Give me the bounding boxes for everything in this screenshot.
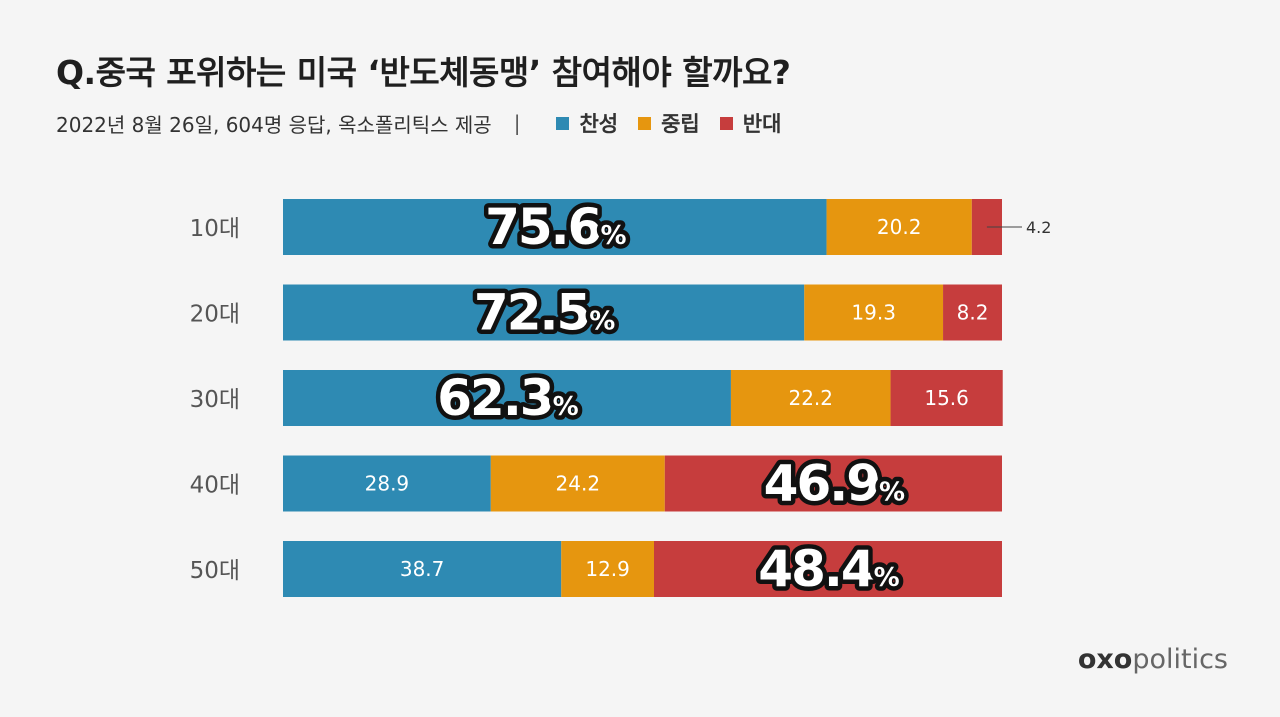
bar-segment-agree	[283, 199, 827, 255]
legend-label-agree: 찬성	[579, 112, 619, 136]
data-label-outside: 4.2	[1026, 218, 1051, 237]
subtitle-divider: |	[513, 111, 521, 135]
bar-segment-agree	[283, 370, 731, 426]
data-label: 19.3	[851, 301, 896, 325]
data-label: 28.9	[365, 472, 410, 496]
category-label: 20대	[190, 302, 240, 328]
bar-segment-neutral	[804, 284, 944, 341]
legend-label-neutral: 중립	[661, 112, 700, 136]
percent-suffix: %	[553, 392, 579, 422]
percent-suffix: %	[589, 307, 615, 337]
category-label: 30대	[190, 387, 240, 413]
bar-segment-agree	[283, 284, 805, 341]
legend-label-oppose: 반대	[742, 112, 782, 136]
bar-segment-neutral	[730, 370, 891, 426]
data-label: 24.2	[556, 472, 601, 496]
bar-segment-oppose	[664, 455, 1002, 512]
legend-item-oppose: 반대	[719, 108, 782, 138]
data-label: 12.9	[585, 557, 630, 581]
bar-segment-agree	[283, 455, 491, 512]
brand-logo-light: politics	[1132, 644, 1228, 675]
chart-subtitle: 2022년 8월 26일, 604명 응답, 옥소폴리틱스 제공	[56, 112, 492, 137]
brand-logo-bold: oxo	[1077, 644, 1133, 675]
bar-segment-agree	[283, 541, 562, 597]
bar-segment-neutral	[561, 541, 655, 597]
subtitle-row: 2022년 8월 26일, 604명 응답, 옥소폴리틱스 제공 | 찬성 중립…	[56, 108, 801, 138]
chart-title: Q.중국 포위하는 미국 ‘반도체동맹’ 참여해야 할까요?	[56, 53, 791, 92]
bar-segment-oppose	[890, 370, 1003, 426]
percent-suffix: %	[600, 221, 626, 251]
bar-segment-oppose	[943, 284, 1002, 341]
data-label: 22.2	[788, 386, 833, 410]
brand-logo: oxopolitics	[1078, 644, 1228, 675]
legend-item-neutral: 중립	[638, 108, 700, 138]
data-label: 8.2	[957, 301, 989, 325]
data-label: 15.6	[924, 386, 969, 410]
bar-segment-neutral	[490, 455, 665, 512]
category-label: 10대	[190, 216, 240, 242]
legend-swatch-neutral	[638, 116, 652, 130]
legend-swatch-oppose	[719, 116, 733, 130]
data-label: 38.7	[400, 557, 445, 581]
chart-legend: 찬성 중립 반대	[556, 108, 801, 138]
bar-segment-neutral	[826, 199, 972, 255]
percent-suffix: %	[879, 478, 905, 508]
data-label: 20.2	[877, 215, 922, 239]
legend-swatch-agree	[556, 116, 570, 130]
percent-suffix: %	[874, 563, 900, 593]
category-label: 40대	[190, 473, 240, 499]
category-label: 50대	[190, 558, 240, 584]
legend-item-agree: 찬성	[556, 108, 618, 138]
bar-segment-oppose	[654, 541, 1002, 597]
